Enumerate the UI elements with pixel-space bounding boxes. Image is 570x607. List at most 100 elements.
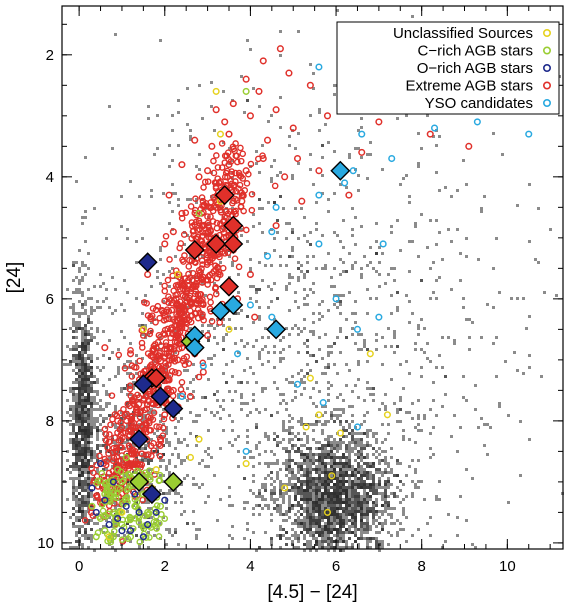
density-pixel — [78, 441, 81, 444]
density-pixel — [351, 234, 354, 237]
density-pixel — [324, 504, 327, 507]
density-pixel — [162, 273, 165, 276]
density-pixel — [348, 465, 351, 468]
density-pixel — [87, 441, 90, 444]
density-pixel — [168, 471, 171, 474]
density-pixel — [75, 408, 78, 411]
density-pixel — [351, 264, 354, 267]
density-pixel — [288, 438, 291, 441]
density-pixel — [504, 360, 507, 363]
density-pixel — [309, 450, 312, 453]
density-pixel — [309, 153, 312, 156]
density-pixel — [420, 429, 423, 432]
density-pixel — [96, 468, 99, 471]
density-pixel — [150, 408, 153, 411]
density-pixel — [372, 432, 375, 435]
density-pixel — [321, 477, 324, 480]
density-pixel — [195, 414, 198, 417]
density-pixel — [87, 504, 90, 507]
density-pixel — [81, 348, 84, 351]
density-pixel — [216, 390, 219, 393]
density-pixel — [420, 348, 423, 351]
density-pixel — [333, 84, 336, 87]
density-pixel — [303, 534, 306, 537]
density-pixel — [300, 465, 303, 468]
density-pixel — [246, 240, 249, 243]
density-pixel — [201, 396, 204, 399]
density-pixel — [366, 483, 369, 486]
density-pixel — [309, 396, 312, 399]
density-pixel — [174, 351, 177, 354]
density-pixel — [528, 240, 531, 243]
density-pixel — [309, 543, 312, 546]
density-pixel — [210, 363, 213, 366]
density-pixel — [96, 432, 99, 435]
density-pixel — [363, 525, 366, 528]
density-pixel — [339, 273, 342, 276]
density-pixel — [111, 147, 114, 150]
density-pixel — [72, 390, 75, 393]
density-pixel — [201, 324, 204, 327]
density-pixel — [87, 354, 90, 357]
density-pixel — [114, 507, 117, 510]
density-pixel — [366, 492, 369, 495]
density-pixel — [300, 456, 303, 459]
density-pixel — [348, 450, 351, 453]
density-pixel — [327, 495, 330, 498]
density-pixel — [282, 207, 285, 210]
density-pixel — [444, 393, 447, 396]
density-pixel — [69, 348, 72, 351]
density-pixel — [306, 543, 309, 546]
density-pixel — [399, 522, 402, 525]
density-pixel — [102, 444, 105, 447]
density-pixel — [348, 441, 351, 444]
density-pixel — [84, 330, 87, 333]
density-pixel — [276, 507, 279, 510]
density-pixel — [354, 525, 357, 528]
density-pixel — [249, 267, 252, 270]
density-pixel — [306, 477, 309, 480]
density-pixel — [66, 399, 69, 402]
density-pixel — [414, 222, 417, 225]
density-pixel — [87, 408, 90, 411]
density-pixel — [162, 459, 165, 462]
density-pixel — [171, 192, 174, 195]
density-pixel — [363, 339, 366, 342]
density-pixel — [381, 450, 384, 453]
density-pixel — [339, 438, 342, 441]
density-pixel — [81, 369, 84, 372]
density-pixel — [267, 360, 270, 363]
density-pixel — [393, 474, 396, 477]
density-pixel — [366, 444, 369, 447]
density-pixel — [129, 384, 132, 387]
density-pixel — [330, 411, 333, 414]
density-pixel — [330, 498, 333, 501]
density-pixel — [306, 372, 309, 375]
density-pixel — [390, 378, 393, 381]
density-pixel — [141, 333, 144, 336]
density-pixel — [87, 297, 90, 300]
density-pixel — [249, 297, 252, 300]
density-pixel — [345, 528, 348, 531]
density-pixel — [318, 303, 321, 306]
density-pixel — [93, 375, 96, 378]
density-pixel — [414, 441, 417, 444]
density-pixel — [318, 486, 321, 489]
density-pixel — [324, 522, 327, 525]
density-pixel — [138, 522, 141, 525]
density-pixel — [345, 486, 348, 489]
density-pixel — [438, 480, 441, 483]
density-pixel — [288, 510, 291, 513]
density-pixel — [288, 420, 291, 423]
density-pixel — [195, 444, 198, 447]
density-pixel — [528, 183, 531, 186]
density-pixel — [297, 468, 300, 471]
density-pixel — [84, 378, 87, 381]
density-pixel — [279, 483, 282, 486]
density-pixel — [387, 423, 390, 426]
density-pixel — [243, 345, 246, 348]
density-pixel — [279, 402, 282, 405]
density-pixel — [474, 546, 477, 549]
density-pixel — [324, 462, 327, 465]
density-pixel — [321, 471, 324, 474]
